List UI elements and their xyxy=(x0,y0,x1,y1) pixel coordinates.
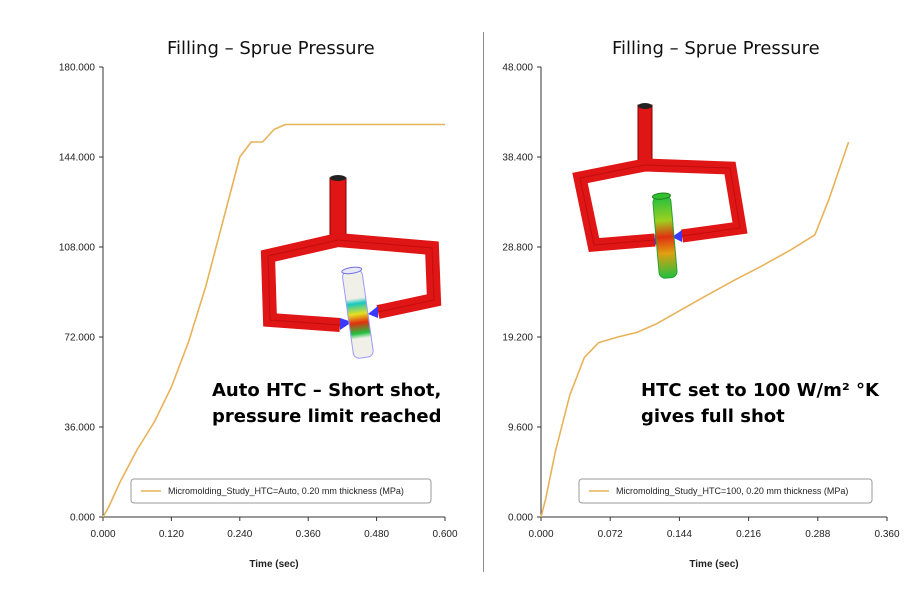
chart-title-auto: Filling – Sprue Pressure xyxy=(167,38,375,59)
y-tick-label: 144.000 xyxy=(59,153,96,164)
legend-box xyxy=(130,478,432,504)
y-tick-label: 28.800 xyxy=(502,243,533,254)
annotation-100-line-1: HTC set to 100 W/m² °K xyxy=(641,380,879,401)
x-tick-label: 0.000 xyxy=(90,529,115,540)
x-tick-label: 0.288 xyxy=(805,529,830,540)
legend-box xyxy=(578,478,873,504)
x-tick-label: 0.480 xyxy=(364,529,389,540)
x-axis-title: Time (sec) xyxy=(689,559,738,570)
legend-label: Micromolding_Study_HTC=100, 0.20 mm thic… xyxy=(616,486,848,496)
mold-part-icon-auto xyxy=(260,175,442,359)
y-tick-label: 72.000 xyxy=(64,333,95,344)
series-line xyxy=(102,123,445,518)
x-tick-label: 0.120 xyxy=(159,529,184,540)
annotation-auto-line-1: Auto HTC – Short shot, xyxy=(212,380,442,401)
x-tick-label: 0.144 xyxy=(667,529,692,540)
y-tick-label: 0.000 xyxy=(70,513,95,524)
annotation-auto-line-2: pressure limit reached xyxy=(212,406,442,427)
y-tick-label: 180.000 xyxy=(59,63,96,74)
legend-label: Micromolding_Study_HTC=Auto, 0.20 mm thi… xyxy=(168,486,404,496)
y-tick-label: 19.200 xyxy=(502,333,533,344)
y-tick-label: 0.000 xyxy=(508,513,533,524)
chart-auto-htc: 0.000 36.000 72.000 108.000 144.000 180.000 0.… xyxy=(59,63,458,571)
annotation-auto-htc: Auto HTC – Short shot, pressure limit re… xyxy=(212,378,442,430)
y-tick-label: 38.400 xyxy=(502,153,533,164)
x-axis-title: Time (sec) xyxy=(249,559,298,570)
x-tick-label: 0.600 xyxy=(432,529,457,540)
y-tick-label: 36.000 xyxy=(64,423,95,434)
mold-part-icon-100 xyxy=(572,103,748,279)
chart-htc-100: 0.000 9.600 19.200 28.800 38.400 48.000 0.000 0… xyxy=(502,63,900,571)
annotation-htc-100: HTC set to 100 W/m² °K gives full shot xyxy=(641,378,879,430)
x-tick-label: 0.360 xyxy=(874,529,899,540)
series-line xyxy=(540,141,850,518)
x-tick-label: 0.240 xyxy=(227,529,252,540)
y-tick-label: 48.000 xyxy=(502,63,533,74)
x-tick-label: 0.000 xyxy=(528,529,553,540)
x-tick-label: 0.072 xyxy=(598,529,623,540)
panel-divider xyxy=(483,32,484,572)
y-tick-label: 108.000 xyxy=(59,243,96,254)
y-tick-label: 9.600 xyxy=(508,423,533,434)
x-tick-label: 0.216 xyxy=(736,529,761,540)
annotation-100-line-2: gives full shot xyxy=(641,406,785,427)
chart-title-100: Filling – Sprue Pressure xyxy=(612,38,820,59)
x-tick-label: 0.360 xyxy=(296,529,321,540)
